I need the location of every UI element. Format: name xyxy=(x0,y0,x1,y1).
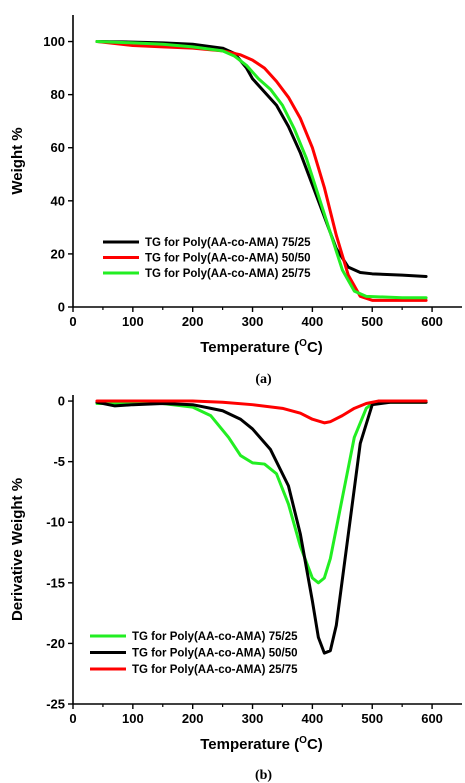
x-tick-label: 300 xyxy=(242,711,264,726)
legend-label-3: TG for Poly(AA-co-AMA) 25/75 xyxy=(132,664,298,676)
figure-caption: (a) xyxy=(255,372,272,387)
y-tick-label: -20 xyxy=(46,636,65,651)
y-tick-label: 80 xyxy=(51,87,65,102)
y-tick-label: 0 xyxy=(58,300,65,315)
legend-label-2: TG for Poly(AA-co-AMA) 50/50 xyxy=(132,648,298,660)
legend: TG for Poly(AA-co-AMA) 75/25 TG for Poly(… xyxy=(103,237,311,280)
series-line-1 xyxy=(95,400,428,585)
x-tick-label: 200 xyxy=(182,314,204,329)
x-tick-label: 0 xyxy=(69,314,76,329)
x-tick-label: 500 xyxy=(361,711,383,726)
y-tick-label: -25 xyxy=(46,697,65,712)
x-tick-label: 400 xyxy=(302,711,324,726)
y-tick-label: 20 xyxy=(51,246,65,261)
y-tick-label: 100 xyxy=(43,34,65,49)
x-tick-label: 400 xyxy=(302,314,324,329)
x-tick-label: 600 xyxy=(421,314,443,329)
figure-caption: (b) xyxy=(255,768,272,783)
series-line-3 xyxy=(95,399,428,425)
y-tick-label: 0 xyxy=(58,394,65,409)
x-tick-label: 600 xyxy=(421,711,443,726)
series-group xyxy=(95,40,428,302)
y-axis-title: Weight % xyxy=(9,127,26,194)
series-line-3 xyxy=(95,40,428,300)
y-tick-label: 40 xyxy=(51,193,65,208)
series-line-2 xyxy=(95,400,428,655)
x-tick-label: 100 xyxy=(122,314,144,329)
chart-b: 0 100 200 300 400 500 600 0 -5 -10 -15 -20 -25 Temper… xyxy=(9,394,462,783)
x-axis-title: Temperature (OC) xyxy=(200,735,323,753)
x-tick-label: 200 xyxy=(182,711,204,726)
series-line-1 xyxy=(95,40,428,278)
y-tick-label: -5 xyxy=(53,454,65,469)
legend-label-1: TG for Poly(AA-co-AMA) 75/25 xyxy=(132,631,298,643)
x-tick-label: 0 xyxy=(69,711,76,726)
chart-a: 0 100 200 300 400 500 600 0 20 40 60 80 100 Temperatu… xyxy=(9,15,462,387)
y-tick-label: -10 xyxy=(46,515,65,530)
series-group xyxy=(95,399,428,655)
legend-label-3: TG for Poly(AA-co-AMA) 25/75 xyxy=(145,268,311,280)
legend-label-1: TG for Poly(AA-co-AMA) 75/25 xyxy=(145,237,311,249)
x-axis-title: Temperature (OC) xyxy=(200,338,323,356)
y-tick-label: 60 xyxy=(51,140,65,155)
y-tick-label: -15 xyxy=(46,575,65,590)
legend-label-2: TG for Poly(AA-co-AMA) 50/50 xyxy=(145,253,311,265)
x-tick-label: 100 xyxy=(122,711,144,726)
legend: TG for Poly(AA-co-AMA) 75/25 TG for Poly(… xyxy=(90,631,298,676)
y-axis-title: Derivative Weight % xyxy=(9,478,26,621)
x-tick-label: 300 xyxy=(242,314,264,329)
x-tick-label: 500 xyxy=(361,314,383,329)
